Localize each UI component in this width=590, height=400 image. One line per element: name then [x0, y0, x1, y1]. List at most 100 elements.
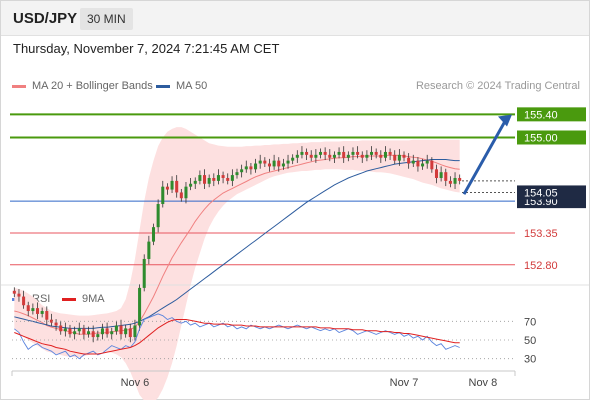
candle-body-50 [244, 166, 248, 170]
candle-body-73 [351, 151, 355, 155]
candle-body-88 [421, 163, 425, 167]
candle-body-68 [328, 154, 332, 158]
candle-body-71 [342, 151, 346, 158]
candle-body-1 [17, 293, 21, 297]
candle-body-52 [254, 163, 258, 170]
level-box-155.40 [517, 107, 586, 122]
candle-body-3 [26, 305, 30, 312]
candle-body-9 [54, 322, 58, 326]
candle-body-10 [59, 325, 63, 332]
last-price-label: 154.05 [524, 187, 558, 199]
candle-body-39 [193, 180, 197, 184]
rsi-ma-label: 9MA [82, 293, 105, 305]
symbol-title: USD/JPY [13, 10, 78, 27]
ma20-label: MA 20 + Bollinger Bands [32, 80, 153, 92]
rsi-tick-70: 70 [524, 316, 536, 328]
x-tick-Nov-7: Nov 7 [390, 377, 419, 389]
candle-body-32 [161, 186, 165, 205]
rsi-ma-swatch [62, 297, 76, 301]
candle-body-16 [87, 331, 91, 335]
candle-body-69 [332, 154, 336, 158]
timeframe-badge[interactable]: 30 MIN [80, 8, 133, 30]
candle-body-43 [212, 177, 216, 181]
last-price-box [517, 185, 586, 200]
candle-body-6 [40, 311, 44, 314]
candle-body-90 [430, 160, 434, 170]
level-label-153.35: 153.35 [524, 228, 558, 240]
candle-body-42 [207, 177, 211, 184]
candle-body-35 [175, 180, 179, 193]
candle-body-74 [356, 151, 360, 155]
candle-body-89 [425, 160, 429, 164]
candle-body-29 [147, 241, 151, 259]
candle-body-62 [300, 151, 304, 155]
candle-body-17 [91, 331, 95, 338]
candle-body-95 [453, 177, 457, 184]
candle-body-0 [12, 290, 16, 294]
candle-body-53 [258, 160, 262, 164]
ma20-swatch [12, 84, 26, 88]
candle-body-65 [314, 154, 318, 158]
rsi-series-9MA [14, 319, 460, 355]
candle-body-36 [179, 192, 183, 199]
header-bar: USD/JPY 30 MIN [1, 1, 589, 36]
candle-body-27 [138, 287, 142, 326]
legend-ma50: MA 50 [156, 80, 207, 92]
candle-body-4 [31, 308, 35, 312]
candle-body-72 [346, 154, 350, 158]
candle-body-2 [22, 296, 26, 306]
candle-body-91 [434, 169, 439, 178]
candle-body-81 [388, 151, 392, 155]
candle-body-54 [263, 160, 267, 164]
candle-body-41 [203, 175, 207, 184]
level-box-155.00 [517, 130, 586, 145]
candle-body-82 [393, 154, 397, 161]
ma50-label: MA 50 [176, 80, 208, 92]
candle-body-7 [45, 311, 49, 320]
candle-body-33 [165, 186, 169, 190]
candle-body-34 [170, 180, 174, 190]
candle-body-61 [295, 154, 299, 158]
rsi-tick-50: 50 [524, 335, 536, 347]
credit-text: Research © 2024 Trading Central [415, 80, 580, 92]
level-label-155.40: 155.40 [524, 109, 558, 121]
candle-body-8 [49, 319, 53, 323]
candle-body-12 [68, 328, 72, 335]
candle-body-45 [221, 175, 225, 178]
candle-body-46 [226, 177, 230, 181]
candle-body-44 [216, 175, 220, 181]
legend-rsi-ma: 9MA [62, 293, 105, 305]
candle-body-94 [448, 180, 452, 184]
candle-body-20 [105, 328, 109, 335]
candle-body-15 [82, 328, 86, 335]
candle-body-30 [151, 227, 156, 242]
candle-body-77 [370, 151, 374, 155]
candle-body-31 [156, 204, 160, 228]
rsi-series-RSI [14, 313, 460, 360]
legend-ma20: MA 20 + Bollinger Bands [12, 80, 153, 92]
candle-body-40 [198, 175, 202, 181]
candle-body-83 [397, 154, 401, 161]
projection-arrow-shaft [462, 118, 508, 195]
candle-body-59 [286, 160, 290, 164]
candle-body-14 [77, 328, 81, 332]
candle-body-24 [124, 328, 128, 335]
candle-body-80 [383, 151, 387, 158]
candle-body-26 [133, 325, 137, 338]
level-label-155.00: 155.00 [524, 132, 558, 144]
candle-body-93 [444, 172, 448, 181]
candle-body-78 [374, 151, 378, 155]
candle-body-38 [189, 183, 193, 187]
x-tick-Nov-8: Nov 8 [469, 377, 498, 389]
candle-body-22 [114, 325, 118, 332]
candle-body-92 [439, 172, 443, 178]
candle-body-49 [240, 169, 244, 173]
candle-body-25 [128, 328, 132, 338]
candle-body-66 [318, 151, 323, 155]
candle-body-13 [73, 331, 77, 335]
candle-body-48 [235, 172, 239, 176]
candle-body-64 [309, 154, 313, 158]
candle-body-19 [100, 328, 104, 335]
projection-arrow-head [498, 114, 512, 127]
candle-body-23 [119, 325, 123, 335]
